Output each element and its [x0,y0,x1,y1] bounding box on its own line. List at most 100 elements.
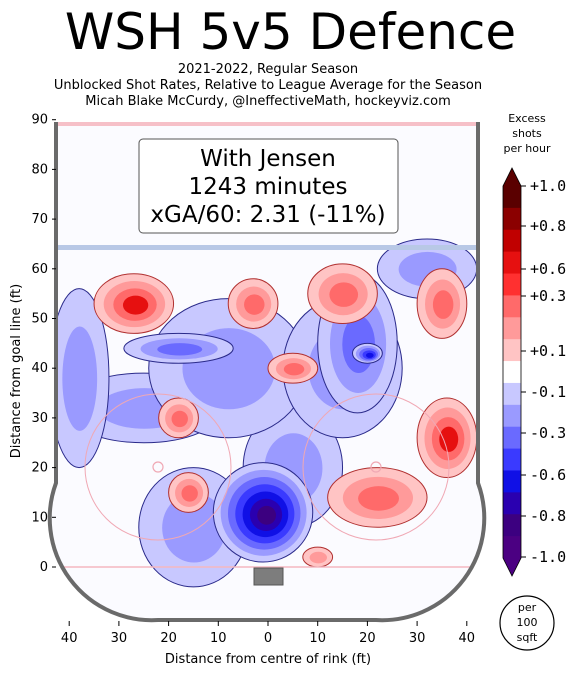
chart-title: WSH 5v5 Defence [64,3,517,61]
per-area-badge-line-3: sqft [517,631,538,644]
per-area-badge: per 100 sqft [499,595,555,651]
info-box-line-minutes: 1243 minutes [189,174,348,200]
colorbar-swatch [503,186,521,209]
colorbar-tick-label: +0.1 [530,342,566,360]
x-tick-label: 40 [61,631,78,646]
colorbar-tick-label: -0.1 [530,383,566,401]
faceoff-dot-right [370,461,382,473]
info-box: With Jensen 1243 minutes xGA/60: 2.31 (-… [138,138,399,234]
info-box-line-xga: xGA/60: 2.31 (-11%) [150,202,385,228]
x-tick-label: 20 [359,631,376,646]
heat-region-6 [49,288,110,469]
y-tick-label: 0 [40,560,48,575]
heat-region-14 [416,268,468,339]
colorbar-tick-label: -0.3 [530,424,566,442]
heat-region-15 [267,352,319,384]
heat-contour [309,551,327,564]
colorbar-swatch [503,295,521,318]
heat-contour [257,505,277,525]
heat-region-9 [123,332,234,364]
faceoff-circle-right [302,393,450,541]
heat-contour [157,343,203,356]
colorbar-tick-label: -0.6 [530,466,566,484]
heat-contour [244,294,265,315]
colorbar-tick-label: +0.6 [530,260,566,278]
x-tick-label: 10 [210,631,227,646]
colorbar-title-line-1: Excess [508,112,546,125]
x-tick-label: 40 [459,631,476,646]
colorbar-tick-label: -1.0 [530,548,566,566]
colorbar-tick-label: +1.0 [530,177,566,195]
heat-contour [365,352,374,358]
info-box-line-player: With Jensen [200,146,336,172]
chart-subtitle-season: 2021-2022, Regular Season [177,62,359,77]
colorbar-swatch [503,536,521,559]
colorbar-min-arrow [503,558,521,576]
colorbar-title-line-3: per hour [504,142,551,155]
y-tick-label: 60 [31,262,48,277]
colorbar-swatch [503,448,521,471]
heat-region-17 [168,472,209,513]
colorbar-max-arrow [503,168,521,186]
colorbar-title: Excess shots per hour [504,112,551,155]
x-tick-label: 0 [264,631,272,646]
heat-contour [358,486,400,511]
heat-contour [162,492,226,563]
heat-region-12 [227,278,279,329]
x-tick-label: 10 [309,631,326,646]
heat-contour [122,295,149,315]
chart-subtitle-credit: Micah Blake McCurdy, @IneffectiveMath, h… [85,94,451,109]
heat-contour [62,326,98,431]
y-tick-label: 10 [31,510,48,525]
rink-boards [47,122,487,623]
y-tick-label: 30 [31,411,48,426]
colorbar-swatch [503,339,521,362]
heat-region-20 [302,546,334,568]
colorbar: +1.0 +0.8 +0.6 +0.3 +0.1 -0.1 -0.3 -0.6 -0.8 -1.0 [502,167,566,577]
y-axis: 0 10 20 30 40 50 60 70 80 90 [31,113,56,575]
colorbar-swatch [503,382,521,406]
y-tick-label: 40 [31,361,48,376]
colorbar-swatch [503,207,521,231]
colorbar-tick-label: -0.8 [530,507,566,525]
x-tick-label: 30 [409,631,426,646]
heat-region-13 [307,263,378,324]
x-tick-label: 20 [160,631,177,646]
y-tick-label: 20 [31,461,48,476]
colorbar-tick-label: +0.8 [530,217,566,235]
heat-region-11 [93,273,175,334]
heatmap-layer [49,238,478,588]
x-axis: 40 30 20 10 0 10 20 30 40 [61,621,475,646]
per-area-badge-line-2: 100 [517,616,538,629]
heat-region-19 [327,467,428,528]
colorbar-swatch [503,470,521,493]
rink-markings [56,122,478,568]
heat-region-10 [351,342,383,364]
y-tick-label: 70 [31,212,48,227]
colorbar-swatch [503,514,521,537]
colorbar-swatch [503,492,521,515]
blue-line [56,245,478,250]
colorbar-title-line-2: shots [512,127,542,140]
colorbar-tick-label: +0.3 [530,287,566,305]
colorbar-swatch [503,426,521,450]
heat-region-18 [416,397,478,479]
colorbar-swatch [503,273,521,296]
goal-net [253,567,284,586]
x-tick-label: 30 [111,631,128,646]
heat-contour [432,290,454,319]
heat-region-7 [212,462,314,563]
heat-contour [181,485,198,502]
y-tick-label: 90 [31,113,48,128]
heat-region-0 [138,467,249,588]
colorbar-swatch [503,404,521,428]
heat-contour [283,363,305,376]
y-tick-label: 80 [31,162,48,177]
y-tick-label: 50 [31,312,48,327]
faceoff-dot-left [152,461,164,473]
y-axis-label: Distance from goal line (ft) [9,284,24,458]
colorbar-swatch [503,229,521,253]
heat-contour [439,426,459,452]
colorbar-swatch [503,317,521,340]
